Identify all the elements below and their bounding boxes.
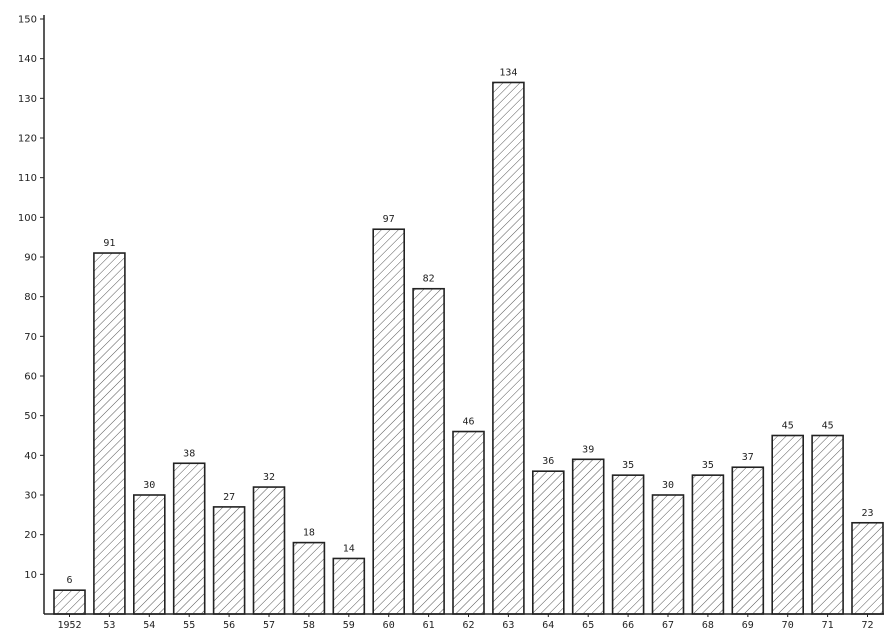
bar-64 <box>531 470 565 615</box>
x-tick-label: 56 <box>223 620 235 631</box>
x-tick-label: 54 <box>143 620 155 631</box>
bar-value-label: 37 <box>742 452 754 463</box>
bar-value-label: 97 <box>383 214 395 225</box>
x-tick-label: 69 <box>742 620 754 631</box>
y-tick-label: 90 <box>24 253 37 264</box>
bar-61 <box>412 287 445 615</box>
y-tick-label: 40 <box>24 451 37 462</box>
y-tick-label: 50 <box>24 411 37 422</box>
y-tick-label: 150 <box>18 15 37 26</box>
y-tick-label: 110 <box>18 173 37 184</box>
bar-value-label: 35 <box>702 460 714 471</box>
bar-57 <box>252 486 286 615</box>
bar-value-label: 23 <box>861 508 873 519</box>
y-tick-label: 30 <box>24 491 37 502</box>
bar-value-label: 46 <box>462 417 474 428</box>
x-tick-label: 63 <box>502 620 514 631</box>
bar-65 <box>571 458 605 615</box>
y-tick-label: 140 <box>18 54 37 65</box>
bar-63 <box>492 81 525 615</box>
y-tick-label: 70 <box>24 332 37 343</box>
y-tick-label: 60 <box>24 372 37 383</box>
bar-56 <box>212 506 246 615</box>
bar-value-label: 14 <box>343 543 355 554</box>
bar-value-label: 38 <box>183 448 195 459</box>
y-axis: 10 20 30 40 50 60 70 80 90 100 110 120 130 140 150 <box>18 15 45 614</box>
bar-value-label: 134 <box>499 67 517 78</box>
bar-value-label: 30 <box>662 480 674 491</box>
bar-62 <box>452 430 485 615</box>
x-tick-label: 72 <box>861 620 873 631</box>
y-tick-label: 100 <box>18 213 37 224</box>
x-tick-label: 60 <box>383 620 395 631</box>
x-tick-label: 70 <box>782 620 794 631</box>
bar-66 <box>611 474 645 615</box>
bar-value-label: 45 <box>782 421 794 432</box>
bar-68 <box>691 474 725 615</box>
bar-72 <box>851 521 884 615</box>
bar-53 <box>93 252 126 615</box>
bar-value-label: 27 <box>223 492 235 503</box>
x-tick-label: 68 <box>702 620 714 631</box>
bar-value-label: 91 <box>103 238 115 249</box>
x-tick-label: 64 <box>542 620 554 631</box>
y-tick-label: 120 <box>18 134 37 145</box>
x-tick-label: 61 <box>423 620 435 631</box>
bar-54 <box>133 494 166 615</box>
bar-value-label: 45 <box>822 421 834 432</box>
bar-71 <box>811 434 844 615</box>
bar-value-label: 39 <box>582 444 594 455</box>
y-tick-label: 20 <box>24 530 37 541</box>
bars <box>53 81 884 615</box>
x-tick-label: 1952 <box>57 620 81 631</box>
bar-value-label: 32 <box>263 472 275 483</box>
x-tick-label: 65 <box>582 620 594 631</box>
y-tick-label: 80 <box>24 292 37 303</box>
bar-value-label: 18 <box>303 528 315 539</box>
bar-value-label: 82 <box>423 274 435 285</box>
x-tick-label: 59 <box>343 620 355 631</box>
bar-59 <box>332 557 366 615</box>
bar-67 <box>651 494 685 615</box>
bar-labels: 6 91 30 38 27 32 18 14 97 82 46 134 36 39 35 30 35 37 45 45… <box>66 67 873 586</box>
bar-70 <box>771 434 805 615</box>
bar-value-label: 6 <box>66 575 72 586</box>
x-tick-label: 71 <box>822 620 834 631</box>
x-tick-label: 55 <box>183 620 195 631</box>
x-tick-label: 62 <box>462 620 474 631</box>
bar-55 <box>172 462 206 615</box>
bar-60 <box>372 228 406 615</box>
bar-69 <box>731 466 765 615</box>
x-tick-label: 58 <box>303 620 315 631</box>
x-tick-label: 67 <box>662 620 674 631</box>
y-tick-label: 130 <box>18 94 37 105</box>
bar-1952 <box>53 589 86 615</box>
bar-value-label: 35 <box>622 460 634 471</box>
x-tick-labels: 1952 53 54 55 56 57 58 59 60 61 62 63 64 65 66 67 68 69 70… <box>57 620 873 631</box>
bar-value-label: 36 <box>542 456 554 467</box>
x-tick-label: 53 <box>103 620 115 631</box>
bar-58 <box>292 541 326 615</box>
bar-value-label: 30 <box>143 480 155 491</box>
y-tick-label: 10 <box>24 570 37 581</box>
x-tick-label: 66 <box>622 620 634 631</box>
x-tick-label: 57 <box>263 620 275 631</box>
